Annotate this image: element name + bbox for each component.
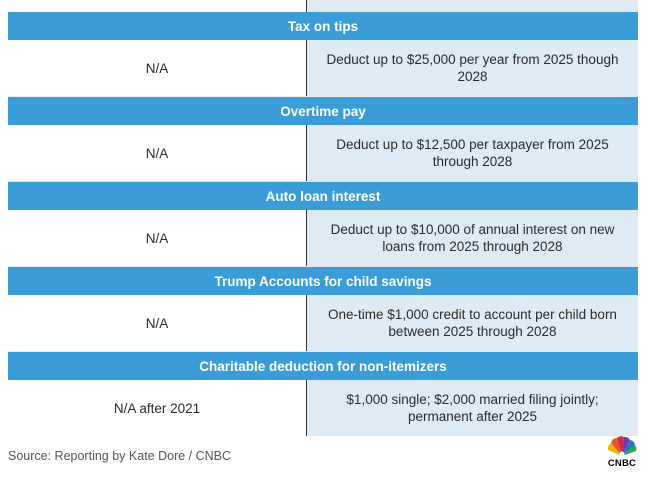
table-top-strip: [8, 0, 638, 12]
section-header-trump-accounts: Trump Accounts for child savings: [8, 267, 638, 295]
table-row: N/A after 2021 $1,000 single; $2,000 mar…: [8, 380, 638, 436]
table-row: N/A Deduct up to $10,000 of annual inter…: [8, 210, 638, 267]
cell-after: One-time $1,000 credit to account per ch…: [307, 295, 638, 351]
section-header-charitable: Charitable deduction for non-itemizers: [8, 352, 638, 380]
cell-after: Deduct up to $12,500 per taxpayer from 2…: [307, 125, 638, 181]
cell-after: $1,000 single; $2,000 married filing joi…: [307, 380, 638, 436]
table-row: N/A Deduct up to $25,000 per year from 2…: [8, 40, 638, 97]
cell-before: N/A after 2021: [8, 380, 307, 436]
top-strip-left: [8, 0, 307, 12]
cnbc-logo-text: CNBC: [607, 458, 637, 469]
cell-before: N/A: [8, 40, 307, 96]
cell-before: N/A: [8, 295, 307, 351]
cell-after: Deduct up to $25,000 per year from 2025 …: [307, 40, 638, 96]
comparison-table: Tax on tips N/A Deduct up to $25,000 per…: [8, 12, 638, 436]
section-header-auto-loan: Auto loan interest: [8, 182, 638, 210]
cnbc-logo: CNBC: [604, 436, 640, 470]
table-row: N/A One-time $1,000 credit to account pe…: [8, 295, 638, 352]
cell-before: N/A: [8, 210, 307, 266]
section-header-overtime: Overtime pay: [8, 97, 638, 125]
cell-before: N/A: [8, 125, 307, 181]
top-strip-right: [307, 0, 638, 12]
table-row: N/A Deduct up to $12,500 per taxpayer fr…: [8, 125, 638, 182]
cell-after: Deduct up to $10,000 of annual interest …: [307, 210, 638, 266]
source-note: Source: Reporting by Kate Dore / CNBC: [8, 449, 232, 463]
section-header-tips: Tax on tips: [8, 12, 638, 40]
peacock-icon: [607, 436, 637, 457]
